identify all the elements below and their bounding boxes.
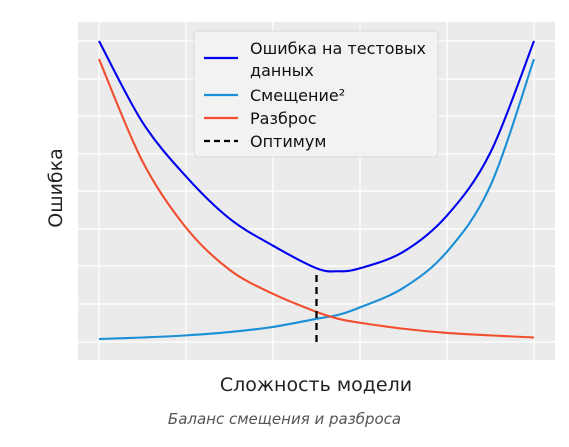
y-axis-label: Ошибка [45,148,67,228]
series-line-1 [98,40,535,273]
series-lines [98,40,535,342]
legend-box [193,30,439,158]
figure-caption: Баланс смещения и разброса [167,410,402,428]
legend-label: Оптимум [250,132,326,151]
series-line-3 [98,58,535,339]
legend-label: Ошибка на тестовых данных [250,39,426,80]
legend-label: Разброс [250,109,317,128]
x-axis-label: Сложность модели [220,374,412,396]
series-line-2 [98,58,535,341]
legend: Ошибка на тестовых данных Смещение² Разброс… [193,30,439,158]
legend-label: Смещение² [250,86,345,105]
